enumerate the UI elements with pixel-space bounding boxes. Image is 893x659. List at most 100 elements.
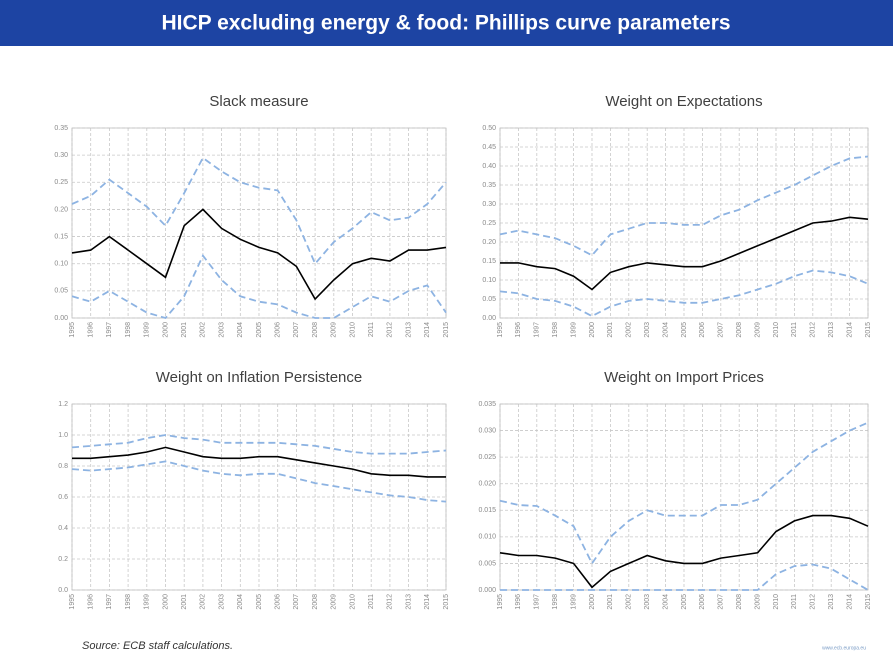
chart-title: Weight on Inflation Persistence: [156, 369, 363, 386]
x-tick-label: 1997: [534, 322, 541, 338]
x-tick-label: 1998: [552, 322, 559, 338]
y-tick-label: 0.10: [54, 261, 68, 268]
x-tick-label: 2005: [681, 322, 688, 338]
y-tick-label: 0.015: [478, 507, 496, 514]
x-tick-label: 2009: [331, 322, 338, 338]
x-tick-label: 1997: [106, 322, 113, 338]
x-tick-label: 2006: [699, 594, 706, 610]
x-tick-label: 2000: [162, 322, 169, 338]
x-tick-label: 2012: [810, 322, 817, 338]
x-tick-label: 2002: [200, 322, 207, 338]
x-tick-label: 1997: [534, 594, 541, 610]
x-tick-label: 2014: [846, 594, 853, 610]
series-line: [499, 514, 869, 589]
y-tick-label: 0.05: [482, 296, 496, 303]
x-tick-label: 2010: [349, 322, 356, 338]
x-tick-label: 1998: [125, 594, 132, 610]
series-line: [72, 446, 446, 478]
x-tick-label: 2004: [237, 594, 244, 610]
x-tick-label: 2001: [607, 322, 614, 338]
x-tick-label: 2015: [865, 594, 872, 610]
x-tick-label: 1997: [106, 594, 113, 610]
x-tick-label: 2011: [368, 322, 375, 337]
x-tick-label: 2014: [424, 594, 431, 610]
x-tick-label: 2009: [754, 322, 761, 338]
x-tick-label: 2013: [828, 322, 835, 338]
x-tick-label: 2013: [405, 322, 412, 338]
x-tick-label: 1999: [144, 594, 151, 610]
y-tick-label: 0.000: [478, 587, 496, 594]
x-tick-label: 2012: [387, 322, 394, 338]
x-tick-label: 1995: [69, 322, 76, 338]
y-tick-label: 0.15: [482, 258, 496, 265]
y-tick-label: 0.025: [478, 454, 496, 461]
y-tick-label: 0.45: [482, 144, 496, 151]
x-tick-label: 2010: [349, 594, 356, 610]
x-tick-label: 1996: [515, 322, 522, 338]
x-tick-label: 2011: [791, 594, 798, 609]
x-tick-label: 2008: [312, 594, 319, 610]
x-tick-label: 2010: [773, 322, 780, 338]
plot-frame: [499, 403, 869, 591]
x-tick-label: 2007: [293, 322, 300, 338]
y-tick-label: 0.30: [482, 201, 496, 208]
y-tick-label: 0.030: [478, 427, 496, 434]
y-tick-label: 0.8: [58, 463, 68, 470]
x-tick-label: 2004: [662, 594, 669, 610]
x-tick-label: 1996: [88, 322, 95, 338]
series-line: [71, 156, 447, 266]
x-tick-label: 2007: [718, 594, 725, 610]
series-line: [71, 434, 447, 455]
x-tick-label: 2007: [718, 322, 725, 338]
x-tick-label: 2002: [626, 594, 633, 610]
slide-title: HICP excluding energy & food: Phillips c…: [161, 12, 730, 35]
x-tick-label: 2014: [846, 322, 853, 338]
x-tick-label: 2015: [443, 322, 450, 338]
x-tick-label: 2012: [387, 594, 394, 610]
y-tick-label: 0.35: [54, 125, 68, 132]
footer-url: www.ecb.europa.eu: [822, 645, 866, 651]
y-tick-label: 0.4: [58, 525, 68, 532]
x-tick-label: 2001: [181, 594, 188, 610]
x-tick-label: 2008: [312, 322, 319, 338]
y-tick-label: 0.05: [54, 288, 68, 295]
x-tick-label: 2014: [424, 322, 431, 338]
x-tick-label: 1995: [497, 594, 504, 610]
y-tick-label: 0.00: [482, 315, 496, 322]
y-tick-label: 0.50: [482, 125, 496, 132]
y-tick-label: 1.2: [58, 401, 68, 408]
x-tick-label: 2010: [773, 594, 780, 610]
x-tick-label: 2000: [589, 594, 596, 610]
x-tick-label: 2002: [200, 594, 207, 610]
x-tick-label: 2001: [181, 322, 188, 338]
x-tick-label: 2004: [237, 322, 244, 338]
chart-title: Weight on Expectations: [605, 93, 762, 110]
x-tick-label: 2009: [331, 594, 338, 610]
y-tick-label: 0.00: [54, 315, 68, 322]
x-tick-label: 2007: [293, 594, 300, 610]
y-tick-label: 0.20: [482, 239, 496, 246]
x-tick-label: 1998: [552, 594, 559, 610]
x-tick-label: 2013: [828, 594, 835, 610]
series-line: [500, 563, 869, 591]
x-tick-label: 2005: [256, 322, 263, 338]
y-tick-label: 0.35: [482, 182, 496, 189]
y-tick-label: 0.005: [478, 560, 496, 567]
series-line: [71, 253, 447, 320]
x-tick-label: 2003: [218, 322, 225, 338]
x-tick-label: 2005: [681, 594, 688, 610]
x-tick-label: 2013: [405, 594, 412, 610]
x-tick-label: 1995: [69, 594, 76, 610]
source-note: Source: ECB staff calculations.: [82, 640, 233, 652]
y-tick-label: 0.020: [478, 481, 496, 488]
x-tick-label: 2011: [791, 322, 798, 337]
x-tick-label: 1996: [515, 594, 522, 610]
y-tick-label: 0.6: [58, 494, 68, 501]
x-tick-label: 2003: [218, 594, 225, 610]
series-line: [71, 460, 447, 503]
series-line: [499, 269, 869, 318]
series-line: [499, 421, 869, 566]
x-tick-label: 2001: [607, 594, 614, 610]
x-tick-label: 2006: [275, 594, 282, 610]
